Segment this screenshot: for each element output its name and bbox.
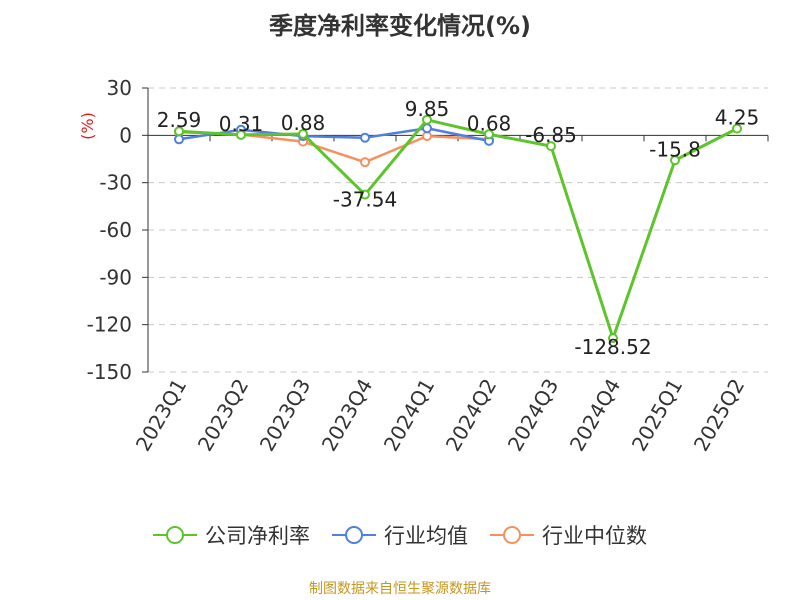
- x-tick-label: 2023Q2: [193, 375, 253, 456]
- y-tick-label: 30: [107, 76, 132, 100]
- data-point-0: [422, 114, 432, 125]
- x-tick-label: 2024Q4: [565, 375, 625, 456]
- x-tick-label: 2024Q3: [503, 375, 563, 456]
- data-point-2: [422, 131, 432, 142]
- y-tick-label: 0: [119, 123, 132, 147]
- data-label: 0.88: [281, 111, 326, 135]
- data-label: 0.31: [219, 112, 264, 136]
- y-tick-label: -30: [99, 171, 132, 195]
- legend-marker-industry-mean: [332, 526, 376, 544]
- data-label: 0.68: [467, 111, 512, 135]
- y-tick-label: -60: [99, 218, 132, 242]
- data-point-1: [174, 134, 184, 145]
- x-tick-label: 2023Q3: [255, 375, 315, 456]
- data-point-0: [360, 189, 370, 200]
- y-axis-unit-label: (%): [78, 112, 97, 140]
- legend-item-company[interactable]: 公司净利率: [153, 520, 310, 550]
- data-point-0: [546, 141, 556, 152]
- data-label: -6.85: [525, 123, 577, 147]
- line-chart: 300-30-60-90-120-150(%)2023Q1 2023Q2 2023Q…: [78, 76, 769, 456]
- data-point-2: [360, 157, 370, 168]
- legend-marker-industry-median: [490, 526, 534, 544]
- data-label: -128.52: [574, 335, 651, 359]
- legend-item-industry-median[interactable]: 行业中位数: [490, 520, 647, 550]
- data-point-0: [732, 123, 742, 134]
- legend-item-industry-mean[interactable]: 行业均值: [332, 520, 468, 550]
- legend-label-industry-mean: 行业均值: [384, 524, 468, 548]
- data-point-1: [360, 132, 370, 143]
- y-tick-label: -150: [87, 360, 132, 384]
- series-line-1: [178, 126, 490, 143]
- x-tick-label: 2025Q2: [689, 375, 749, 456]
- x-tick-label: 2025Q1: [627, 375, 687, 456]
- y-tick-label: -90: [99, 265, 132, 289]
- x-tick-label: 2023Q4: [317, 375, 377, 456]
- x-tick-label: 2024Q2: [441, 375, 501, 456]
- data-label: 9.85: [405, 97, 450, 121]
- legend: 公司净利率 行业均值 行业中位数: [0, 520, 800, 550]
- legend-label-industry-median: 行业中位数: [542, 524, 647, 548]
- data-point-0: [236, 129, 246, 140]
- series-line-0: [178, 118, 738, 340]
- y-tick-label: -120: [87, 313, 132, 337]
- data-point-0: [608, 333, 618, 344]
- legend-marker-company: [153, 526, 197, 544]
- data-source-note: 制图数据来自恒生聚源数据库: [309, 581, 491, 597]
- data-label: 2.59: [157, 108, 202, 132]
- chart-title: 季度净利率变化情况(%): [269, 12, 531, 40]
- data-point-0: [670, 155, 680, 166]
- data-point-0: [484, 129, 494, 140]
- data-label: -37.54: [333, 188, 397, 212]
- x-tick-label: 2024Q1: [379, 375, 439, 456]
- x-tick-label: 2023Q1: [131, 375, 191, 456]
- data-point-0: [174, 126, 184, 137]
- legend-label-company: 公司净利率: [205, 524, 310, 548]
- data-label: -15.8: [649, 137, 701, 161]
- data-point-0: [298, 128, 308, 139]
- data-label: 4.25: [715, 106, 760, 130]
